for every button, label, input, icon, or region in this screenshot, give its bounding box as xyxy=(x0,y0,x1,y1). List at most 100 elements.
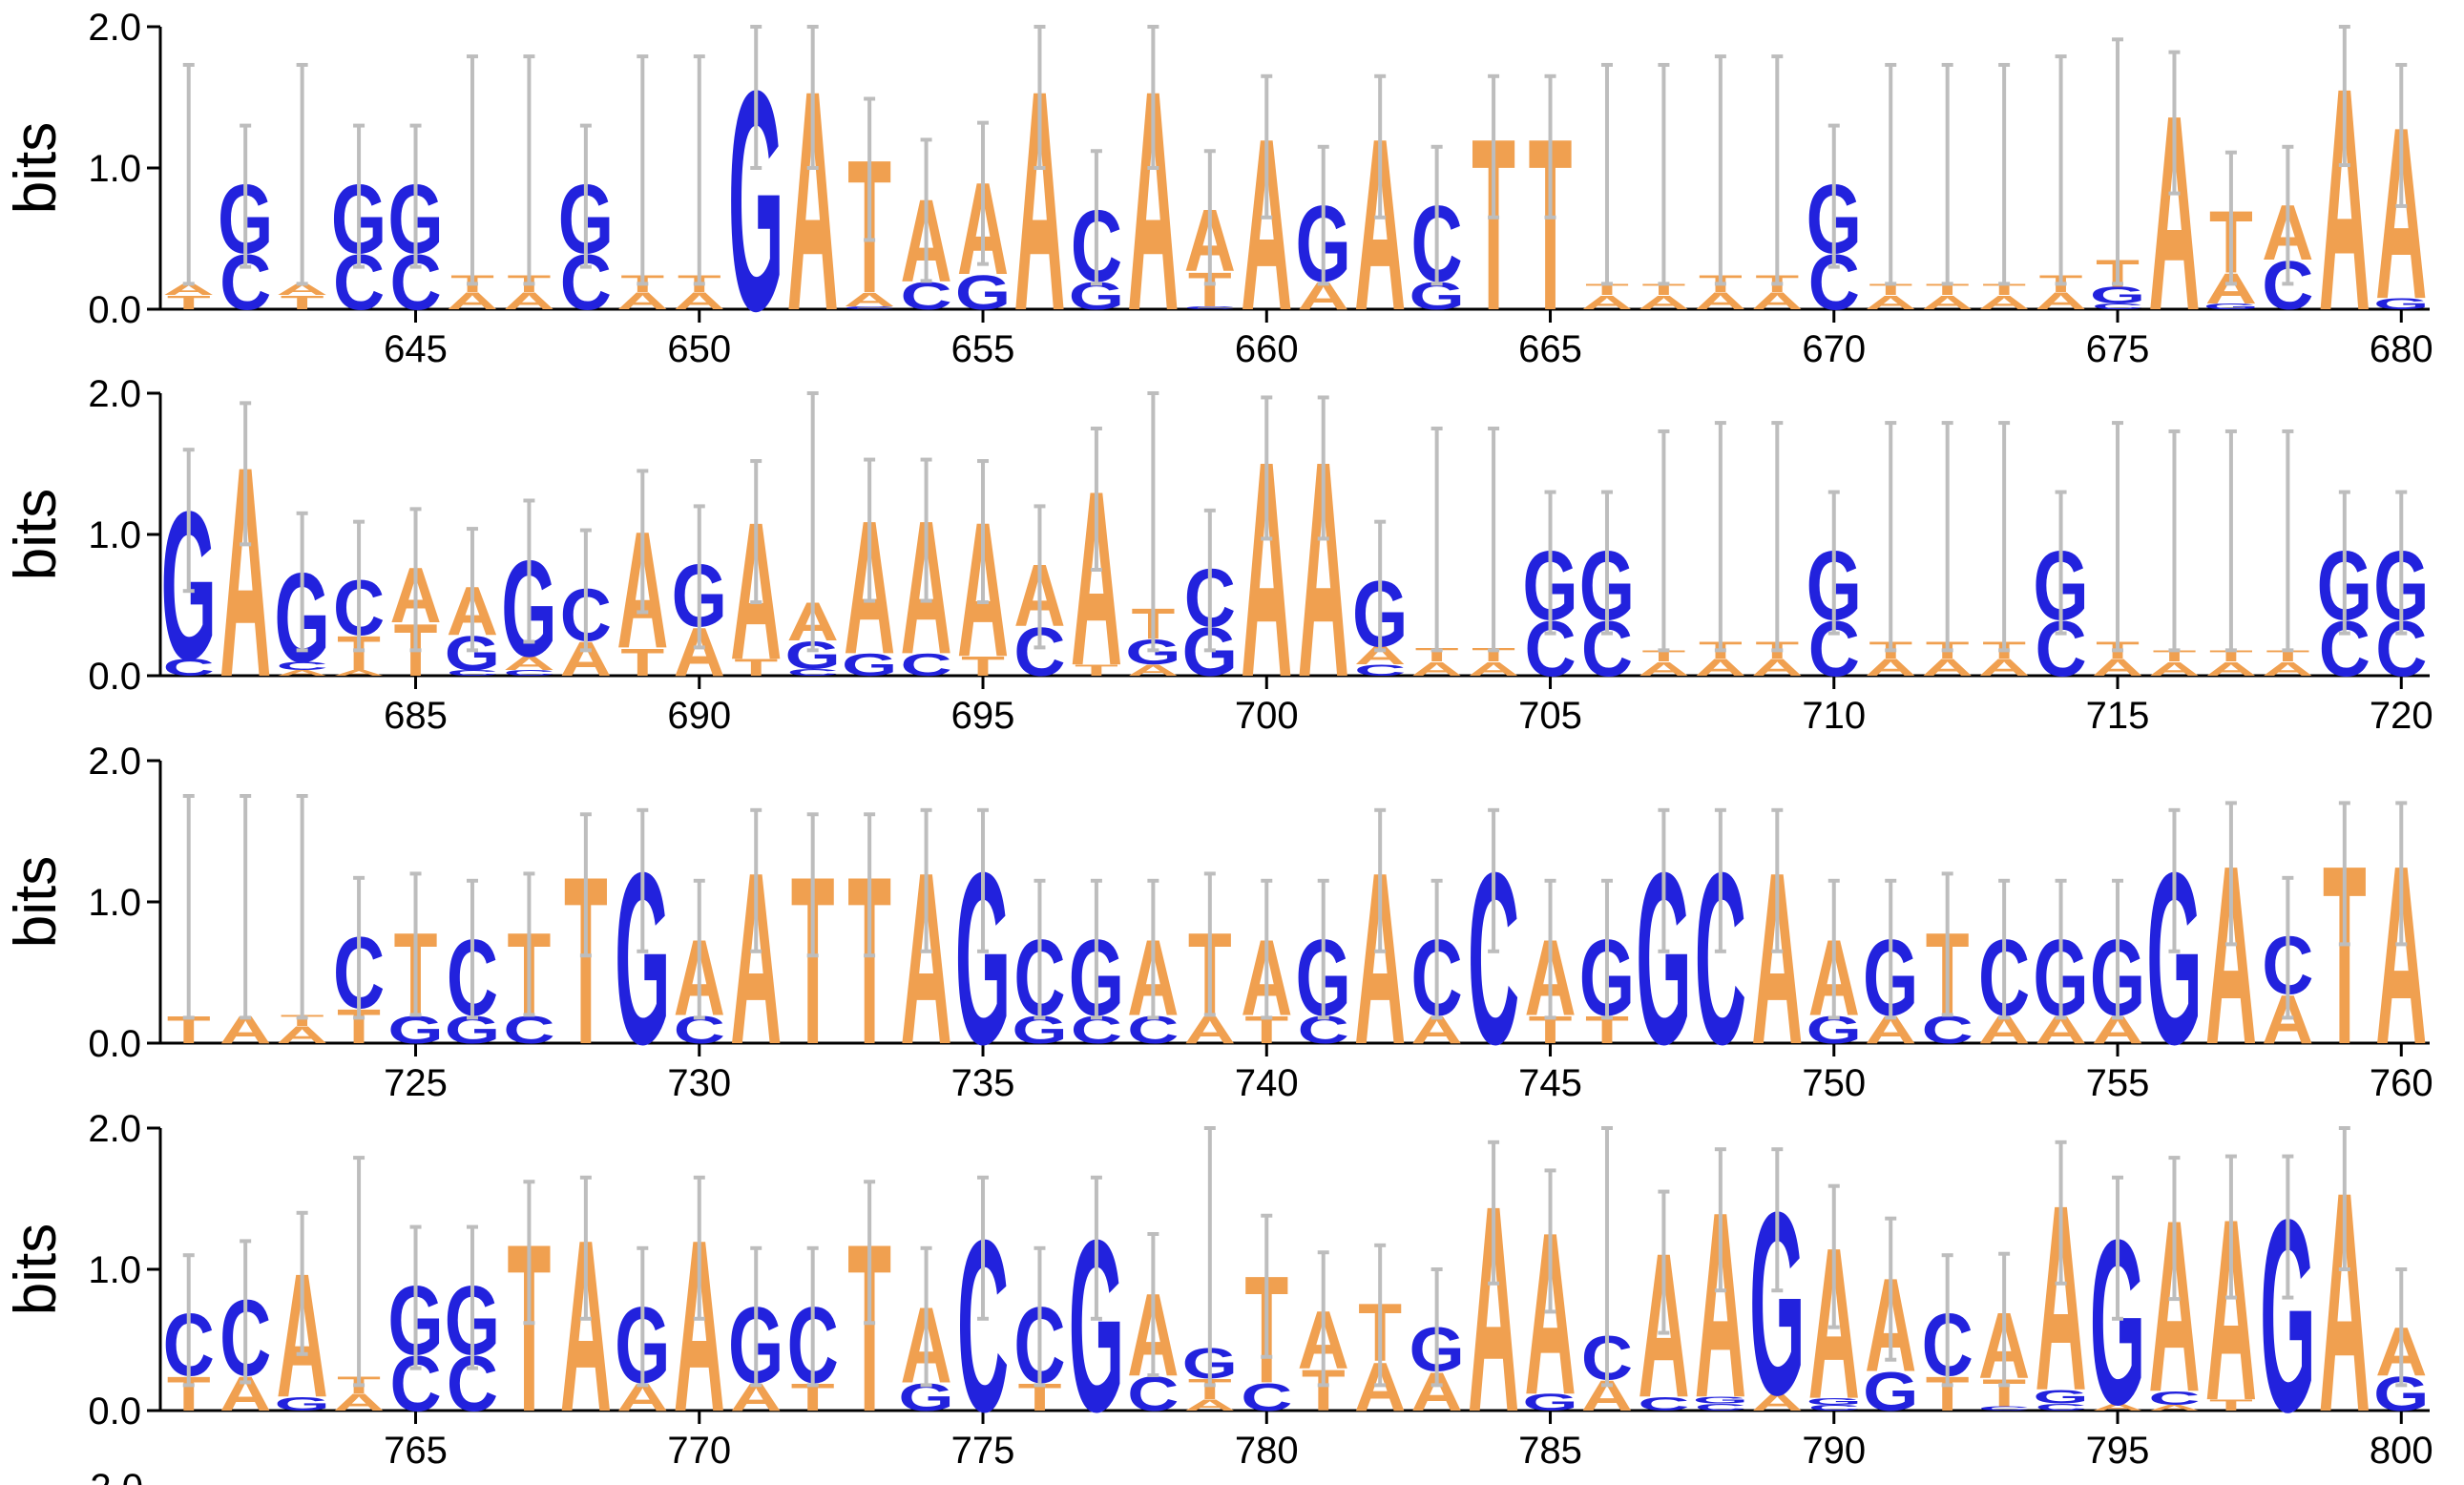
letter-stack: GAT xyxy=(2203,150,2259,313)
logo-letter-G: G xyxy=(2033,1386,2088,1408)
letter-stack: AT xyxy=(1751,54,1803,314)
letter-stack: CG xyxy=(1069,878,1124,1052)
letter-stack: T xyxy=(1472,73,1515,363)
letter-stack: CA xyxy=(900,137,952,318)
letter-stack: GC xyxy=(1012,878,1068,1052)
letter-stack: T xyxy=(508,1180,551,1462)
letter-stack: CGA xyxy=(445,527,500,680)
letter-stack: AC xyxy=(219,1239,271,1421)
logo-letter-A: A xyxy=(1922,291,1973,313)
letter-stack: AT xyxy=(1978,421,2030,680)
logo-letter-A: A xyxy=(1751,654,1803,680)
x-tick-label: 730 xyxy=(667,1062,731,1104)
logo-letter-C: C xyxy=(1808,1404,1860,1412)
logo-letter-A: A xyxy=(616,287,668,314)
letter-stack: AG xyxy=(1409,1267,1465,1423)
logo-letter-A: A xyxy=(1978,291,2030,313)
x-tick-label: 735 xyxy=(951,1062,1015,1104)
letter-stack: AT xyxy=(1695,421,1746,680)
logo-letter-G: G xyxy=(2373,295,2429,312)
logo-letter-C: C xyxy=(2035,1402,2086,1412)
letter-stack: CG xyxy=(1806,490,1862,693)
letter-stack: TA xyxy=(163,62,215,313)
x-tick-label: 770 xyxy=(667,1430,731,1472)
letter-stack: A xyxy=(219,794,271,1052)
letter-stack: AT xyxy=(674,54,725,314)
letter-stack: TA xyxy=(277,62,328,313)
letter-stack: AT xyxy=(1638,62,1690,313)
letter-stack: A xyxy=(560,1175,612,1464)
logo-letter-A: A xyxy=(1978,654,2030,680)
letter-stack: T xyxy=(564,812,608,1095)
logo-letter-T: T xyxy=(1869,281,1912,298)
x-tick-label: 670 xyxy=(1802,328,1866,370)
letter-stack: AT xyxy=(2035,54,2087,314)
logo-letter-T: T xyxy=(961,652,1005,682)
letter-stack: G xyxy=(955,807,1011,1097)
letter-stack: AT xyxy=(2262,429,2313,680)
y-tick-label: 2.0 xyxy=(88,741,141,783)
letter-stack: ACG xyxy=(274,511,330,689)
letter-stack: GA xyxy=(1522,1168,1578,1444)
logo-letter-A: A xyxy=(1638,658,1689,680)
logo-letter-G: G xyxy=(2203,303,2259,311)
letter-stack: CAT xyxy=(844,96,895,333)
logo-letter-A: A xyxy=(1751,1389,1803,1415)
letter-stack: A xyxy=(2375,801,2427,1098)
logo-letter-A: A xyxy=(1184,1396,1236,1413)
letter-stack: A xyxy=(1354,807,1406,1097)
letter-stack: ATG xyxy=(1182,1126,1238,1414)
x-tick-label: 645 xyxy=(384,328,448,370)
letter-stack: AG xyxy=(615,1245,670,1419)
letter-stack: CG xyxy=(161,448,217,704)
x-tick-label: 725 xyxy=(384,1062,448,1104)
letter-stack: TG xyxy=(1579,878,1635,1052)
letter-stack: A xyxy=(1354,73,1406,363)
y-axis-label: bits xyxy=(3,856,69,948)
logo-letter-A: A xyxy=(503,287,554,314)
x-tick-label: 720 xyxy=(2370,695,2433,737)
logo-letter-T: T xyxy=(281,1012,324,1029)
letter-stack: AG xyxy=(2033,878,2089,1052)
letter-stack: AT xyxy=(2205,429,2257,680)
x-tick-label: 675 xyxy=(2086,328,2150,370)
letter-stack: AT xyxy=(447,54,498,314)
letter-stack: TA xyxy=(1524,878,1577,1052)
letter-stack: CGA xyxy=(1806,1183,1862,1444)
letter-stack: CA xyxy=(1127,1232,1179,1421)
logo-letter-C: C xyxy=(163,654,215,680)
letter-stack: T xyxy=(847,1180,891,1462)
letter-stack: AT xyxy=(1638,429,1690,680)
logo-letter-C: C xyxy=(1695,1402,1746,1412)
logo-letter-G: G xyxy=(842,648,897,682)
letter-stack: A xyxy=(2319,1126,2370,1477)
y-tick-label: 0.0 xyxy=(88,289,141,331)
letter-stack: CAG xyxy=(501,498,557,686)
logo-letter-C: C xyxy=(2148,1387,2200,1409)
letter-stack: GA xyxy=(2373,1267,2429,1421)
logo-letter-T: T xyxy=(2209,1396,2253,1413)
letter-stack: AT xyxy=(1468,427,1519,680)
letter-stack: CA xyxy=(1638,1189,1690,1441)
letter-stack: A xyxy=(1241,395,1292,742)
letter-stack: A xyxy=(1298,395,1349,742)
logo-letter-T: T xyxy=(1926,281,1970,298)
y-tick-label: 2.0 xyxy=(88,7,141,49)
letter-stack: AC xyxy=(1978,878,2030,1052)
logo-letter-A: A xyxy=(844,288,895,310)
logo-letter-A: A xyxy=(2148,658,2200,680)
letter-stack: G xyxy=(1636,807,1692,1097)
letter-stack: A xyxy=(1013,25,1066,376)
logo-letter-C: C xyxy=(1978,1406,2030,1412)
logo-letter-C: C xyxy=(447,669,498,678)
y-tick-label: 0.0 xyxy=(88,1023,141,1065)
x-tick-label: 680 xyxy=(2370,328,2433,370)
logo-letter-T: T xyxy=(2209,647,2253,664)
letter-stack: GA xyxy=(1863,1216,1918,1423)
letter-stack: TC xyxy=(787,1245,839,1419)
logo-letter-C: C xyxy=(1184,305,1236,310)
letter-stack: GC xyxy=(445,878,500,1052)
letter-stack: TA xyxy=(1071,427,1122,718)
